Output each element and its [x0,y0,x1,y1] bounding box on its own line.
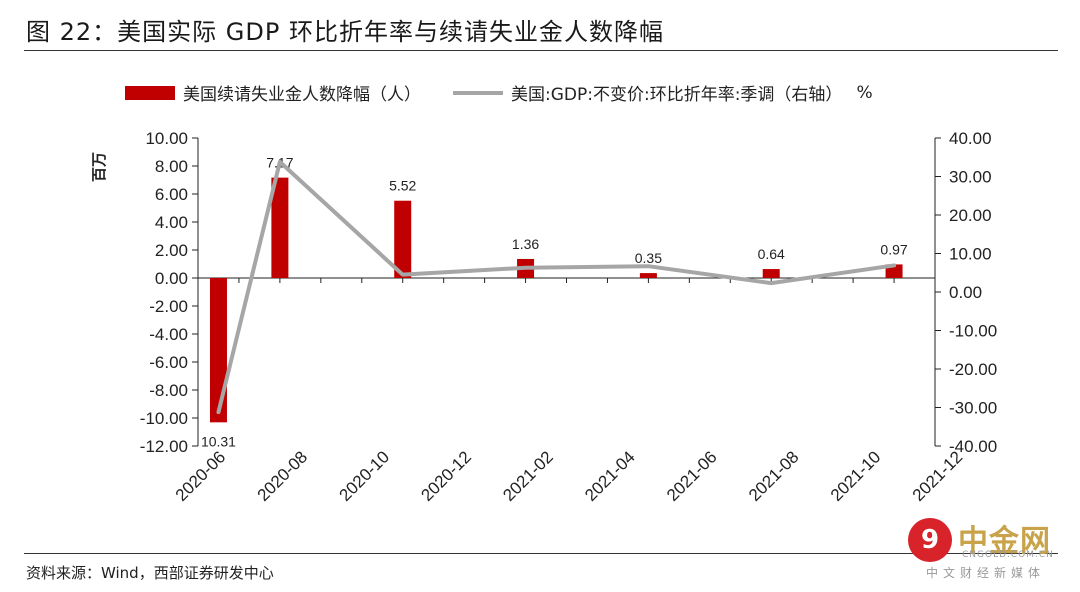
left-tick-label: 10.00 [145,129,188,148]
bar [394,200,412,278]
watermark-url: CNGOLD.COM.CN [962,550,1054,560]
chart-legend: 美国续请失业金人数降幅（人） 美国:GDP:不变价:环比折年率:季调（右轴） % [125,80,873,105]
x-tick-label: 2021-04 [581,447,639,505]
right-tick-label: 20.00 [949,206,992,225]
left-tick-label: 4.00 [155,213,188,232]
left-tick-label: -4.00 [149,325,188,344]
right-tick-label: -20.00 [949,360,997,379]
left-tick-label: 6.00 [155,185,188,204]
bar-value-label: 10.31 [201,433,236,449]
left-tick-label: -12.00 [140,437,188,456]
right-tick-label: 0.00 [949,283,982,302]
left-axis-title: 百万 [90,152,108,182]
x-tick-label: 2021-10 [827,447,885,505]
source-note: 资料来源：Wind，西部证券研发中心 [26,564,274,582]
x-tick-label: 2020-06 [172,447,230,505]
right-tick-label: -30.00 [949,399,997,418]
legend-line-swatch [453,90,503,95]
left-tick-label: -8.00 [149,381,188,400]
legend-bar-label: 美国续请失业金人数降幅（人） [183,85,421,105]
legend-unit: % [856,82,873,103]
watermark-tagline: 中文财经新媒体 [926,566,1046,580]
watermark: 9 中金网 CNGOLD.COM.CN 中文财经新媒体 [900,512,1072,582]
x-tick-label: 2021-02 [499,447,557,505]
right-tick-label: 40.00 [949,129,992,148]
watermark-name: 中金网 [958,524,1051,559]
gdp-line [216,159,897,415]
left-tick-label: -6.00 [149,353,188,372]
bar [209,278,227,423]
right-tick-label: -10.00 [949,322,997,341]
figure-title: 图 22：美国实际 GDP 环比折年率与续请失业金人数降幅 [26,18,664,46]
watermark-logo-icon: 9 [908,518,952,562]
right-tick-label: 10.00 [949,245,992,264]
left-tick-label: -10.00 [140,409,188,428]
x-tick-label: 2020-08 [254,447,312,505]
bar [271,177,289,278]
left-tick-label: 8.00 [155,157,188,176]
bar-value-label: 0.64 [758,246,785,262]
x-tick-label: 2021-08 [745,447,803,505]
title-rule [24,50,1058,51]
left-tick-label: -2.00 [149,297,188,316]
left-tick-label: 2.00 [155,241,188,260]
legend-line-label: 美国:GDP:不变价:环比折年率:季调（右轴） [511,85,843,105]
x-tick-label: 2021-06 [663,447,721,505]
bar-value-label: 1.36 [512,236,539,252]
left-tick-label: 0.00 [155,269,188,288]
bar-value-label: 0.35 [635,250,662,266]
legend-bar-swatch [125,85,175,100]
right-tick-label: -40.00 [949,437,997,456]
bar-value-label: 0.97 [880,241,907,257]
source-rule [24,553,1058,554]
bar [639,273,657,278]
right-tick-label: 30.00 [949,168,992,187]
bar-value-label: 5.52 [389,178,416,194]
x-tick-label: 2020-10 [336,447,394,505]
x-tick-label: 2021-12 [909,447,967,505]
x-tick-label: 2020-12 [417,447,475,505]
bar [762,269,780,278]
